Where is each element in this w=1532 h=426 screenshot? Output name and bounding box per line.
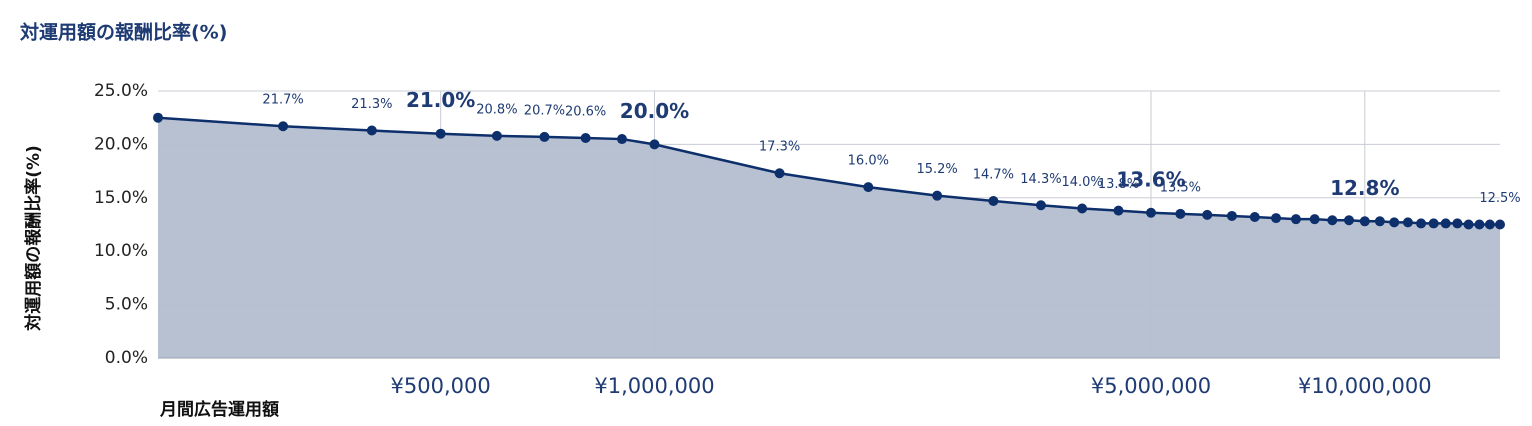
point (1452, 218, 1463, 229)
point (774, 168, 785, 179)
point (278, 121, 289, 132)
y-tick-label: 10.0% (94, 241, 148, 261)
y-tick-label: 15.0% (94, 188, 148, 208)
point (1175, 208, 1186, 219)
value-label: 20.6% (565, 104, 606, 119)
point (1077, 203, 1088, 214)
point (1290, 214, 1301, 225)
x-tick-label: ¥10,000,000 (1298, 374, 1432, 398)
point (1145, 207, 1156, 218)
point (1374, 216, 1385, 227)
point (863, 182, 874, 193)
point (616, 134, 627, 145)
point (1428, 218, 1439, 229)
point (1484, 219, 1495, 230)
x-axis-label: 月間広告運用額 (159, 399, 279, 420)
point (932, 190, 943, 201)
value-label: 21.3% (351, 97, 392, 112)
point (1226, 210, 1237, 221)
point (1474, 219, 1485, 230)
point (539, 131, 550, 142)
value-label: 20.0% (620, 99, 689, 123)
point (988, 196, 999, 207)
y-tick-label: 5.0% (105, 295, 148, 315)
value-label: 17.3% (759, 140, 800, 155)
point (1249, 212, 1260, 223)
value-label: 13.6% (1116, 167, 1185, 191)
area (158, 117, 1500, 358)
value-label: 12.8% (1330, 176, 1399, 200)
point (366, 125, 377, 136)
point (580, 132, 591, 143)
value-label: 14.0% (1061, 175, 1102, 190)
x-tick-label: ¥5,000,000 (1091, 374, 1211, 398)
point (1309, 214, 1320, 225)
value-label: 13.5% (1160, 180, 1201, 195)
value-label: 20.8% (476, 102, 517, 117)
point (1327, 215, 1338, 226)
value-label: 15.2% (916, 162, 957, 177)
point (1271, 213, 1282, 224)
point (1202, 209, 1213, 220)
value-label: 12.5% (1479, 191, 1520, 206)
value-label: 13.8% (1098, 177, 1139, 192)
value-label: 20.7% (524, 103, 565, 118)
point (1440, 218, 1451, 229)
value-label: 16.0% (848, 154, 889, 169)
point (1416, 218, 1427, 229)
value-label: 21.7% (262, 93, 303, 108)
x-tick-label: ¥500,000 (391, 374, 491, 398)
point (1343, 215, 1354, 226)
point (1389, 217, 1400, 228)
point (1495, 219, 1505, 230)
point (1463, 219, 1474, 230)
point (153, 112, 163, 123)
y-tick-label: 25.0% (94, 81, 148, 101)
point (649, 139, 660, 150)
x-tick-label: ¥1,000,000 (594, 374, 714, 398)
value-label: 14.7% (973, 168, 1014, 183)
point (491, 130, 502, 141)
chart-title: 対運用額の報酬比率(%) (19, 21, 227, 44)
point (1035, 200, 1046, 211)
y-axis-label: 対運用額の報酬比率(%) (23, 145, 44, 332)
point (1113, 205, 1124, 216)
y-tick-label: 0.0% (105, 348, 148, 368)
value-label: 21.0% (406, 88, 475, 112)
point (435, 128, 446, 139)
point (1402, 217, 1413, 228)
y-tick-label: 20.0% (94, 134, 148, 154)
value-label: 14.3% (1020, 172, 1061, 187)
point (1359, 216, 1370, 227)
